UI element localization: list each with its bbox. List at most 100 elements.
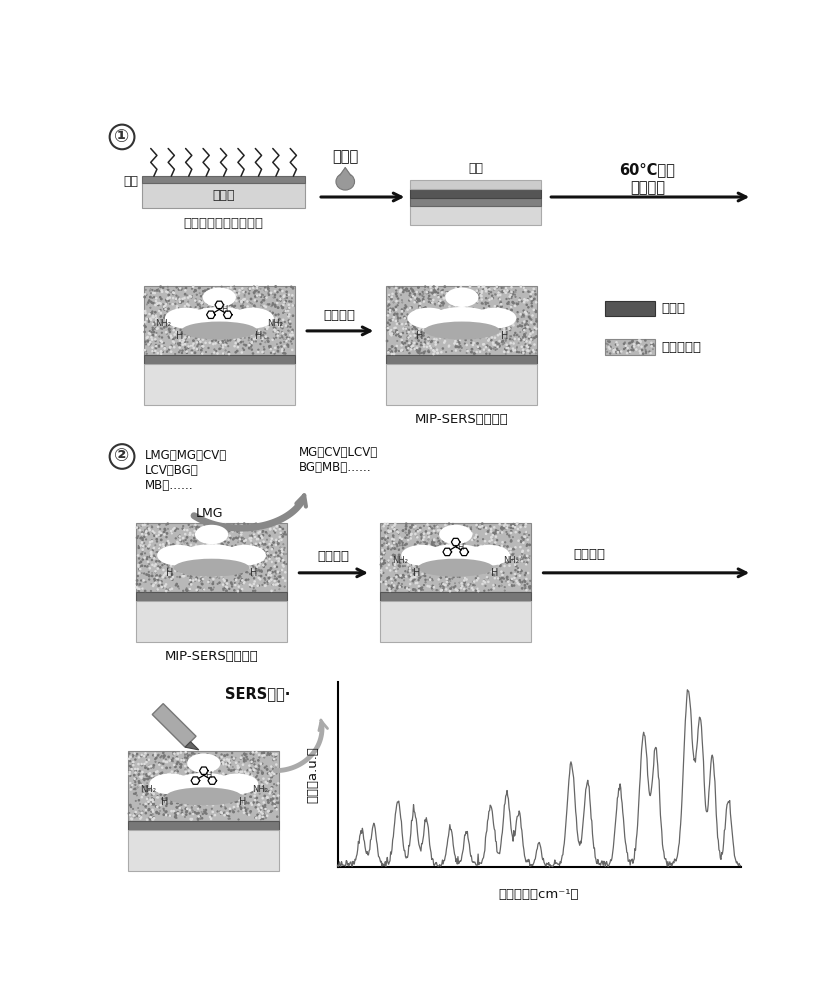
Circle shape: [471, 314, 473, 316]
Circle shape: [227, 813, 228, 814]
Circle shape: [494, 569, 496, 570]
Circle shape: [470, 558, 471, 559]
Circle shape: [449, 591, 450, 592]
Circle shape: [292, 338, 294, 339]
Circle shape: [210, 577, 211, 578]
Circle shape: [390, 310, 391, 311]
Circle shape: [244, 523, 245, 524]
Circle shape: [415, 533, 416, 535]
Circle shape: [207, 289, 209, 290]
Circle shape: [465, 316, 466, 317]
Circle shape: [182, 802, 183, 803]
Circle shape: [429, 345, 431, 347]
Circle shape: [214, 312, 215, 313]
Circle shape: [204, 811, 205, 812]
Circle shape: [224, 815, 225, 816]
Circle shape: [245, 810, 247, 811]
Ellipse shape: [157, 545, 199, 566]
Circle shape: [215, 325, 217, 326]
Circle shape: [453, 331, 454, 332]
Circle shape: [175, 570, 176, 572]
Circle shape: [230, 318, 232, 319]
Circle shape: [220, 572, 221, 574]
Circle shape: [172, 544, 174, 545]
Circle shape: [164, 348, 165, 349]
Circle shape: [169, 588, 171, 590]
Circle shape: [394, 314, 395, 315]
Circle shape: [389, 331, 391, 332]
Circle shape: [234, 288, 235, 290]
Circle shape: [396, 531, 398, 532]
Circle shape: [531, 337, 532, 338]
Circle shape: [216, 752, 217, 753]
Circle shape: [417, 530, 418, 531]
Circle shape: [483, 566, 485, 567]
Circle shape: [202, 564, 203, 566]
Circle shape: [502, 542, 503, 543]
Text: 原位氧化: 原位氧化: [574, 548, 606, 561]
Circle shape: [229, 292, 231, 293]
Circle shape: [509, 328, 510, 329]
Circle shape: [221, 575, 222, 577]
Circle shape: [391, 545, 392, 547]
Circle shape: [244, 567, 245, 568]
Circle shape: [474, 310, 475, 311]
Circle shape: [129, 814, 131, 815]
Circle shape: [528, 558, 529, 559]
Circle shape: [458, 555, 459, 556]
Circle shape: [188, 554, 189, 555]
Circle shape: [241, 531, 242, 533]
Circle shape: [202, 307, 203, 309]
Circle shape: [217, 562, 218, 563]
Circle shape: [153, 547, 155, 549]
Circle shape: [260, 543, 261, 544]
Circle shape: [194, 804, 196, 806]
Ellipse shape: [468, 545, 510, 566]
Circle shape: [420, 327, 421, 329]
Circle shape: [422, 573, 423, 575]
Circle shape: [521, 325, 522, 327]
Circle shape: [388, 560, 389, 561]
Circle shape: [231, 776, 232, 777]
Circle shape: [453, 313, 454, 314]
Circle shape: [140, 538, 141, 539]
Circle shape: [234, 338, 235, 340]
Circle shape: [417, 544, 419, 545]
Circle shape: [433, 539, 434, 541]
Circle shape: [190, 578, 191, 579]
Circle shape: [249, 322, 251, 323]
Circle shape: [462, 572, 464, 573]
Circle shape: [485, 541, 486, 542]
Circle shape: [284, 346, 285, 347]
Circle shape: [406, 328, 407, 329]
Circle shape: [464, 297, 465, 299]
Circle shape: [520, 286, 522, 287]
Circle shape: [392, 562, 394, 564]
Circle shape: [144, 331, 145, 333]
Circle shape: [160, 535, 161, 536]
Circle shape: [207, 535, 208, 536]
Text: H: H: [255, 331, 262, 341]
Circle shape: [168, 542, 170, 544]
Circle shape: [189, 762, 191, 763]
Circle shape: [216, 576, 217, 578]
Circle shape: [455, 305, 456, 306]
Circle shape: [243, 547, 244, 548]
Circle shape: [223, 568, 225, 569]
Circle shape: [159, 561, 160, 562]
Circle shape: [469, 555, 470, 557]
Circle shape: [235, 579, 237, 581]
Circle shape: [398, 532, 399, 533]
Circle shape: [403, 328, 404, 329]
Circle shape: [171, 345, 172, 347]
Circle shape: [165, 300, 167, 301]
Circle shape: [131, 818, 133, 820]
Circle shape: [249, 811, 251, 812]
Circle shape: [282, 577, 284, 578]
Circle shape: [278, 324, 280, 326]
Circle shape: [228, 759, 229, 760]
Circle shape: [392, 319, 393, 320]
Circle shape: [159, 792, 160, 793]
Circle shape: [440, 300, 441, 301]
Circle shape: [452, 541, 453, 542]
